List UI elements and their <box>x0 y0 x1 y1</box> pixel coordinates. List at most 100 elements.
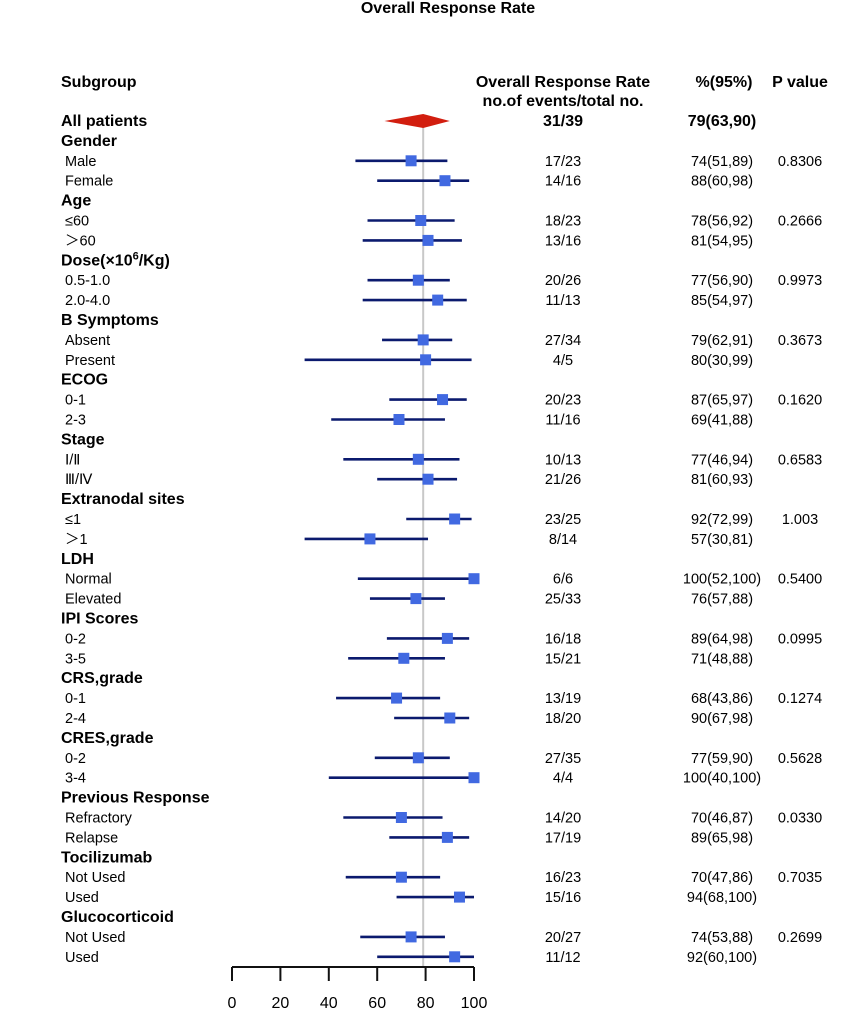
group-label-text: Gender <box>61 133 117 150</box>
group-label: CRS,grade <box>61 670 143 687</box>
rate-ci-value: 57(30,81) <box>691 532 753 548</box>
point-estimate <box>422 234 434 246</box>
rate-ci-value: 92(72,99) <box>691 512 753 528</box>
rate-ci-value: 71(48,88) <box>691 651 753 667</box>
p-value: 0.1274 <box>778 691 822 707</box>
point-estimate <box>405 155 417 167</box>
subgroup-label: Elevated <box>65 592 121 608</box>
events-value: 10/13 <box>545 452 581 468</box>
group-label-text: Age <box>61 193 91 210</box>
events-value: 17/19 <box>545 830 581 846</box>
subgroup-label: Used <box>65 950 99 966</box>
group-label: B Symptoms <box>61 312 159 329</box>
rate-ci-value: 70(47,86) <box>691 870 753 886</box>
group-label-text: IPI Scores <box>61 611 138 628</box>
p-value: 1.003 <box>782 512 818 528</box>
rate-ci-value: 79(62,91) <box>691 333 753 349</box>
events-value: 8/14 <box>549 532 577 548</box>
p-value: 0.0995 <box>778 631 822 647</box>
group-label-text: CRES,grade <box>61 730 154 747</box>
events-value: 27/35 <box>545 751 581 767</box>
chart-title: Overall Response Rate <box>361 0 535 17</box>
group-label: Tocilizumab <box>61 849 152 866</box>
p-value: 0.7035 <box>778 870 822 886</box>
point-estimate <box>395 812 407 823</box>
point-estimate <box>410 593 422 605</box>
events-value: 20/23 <box>545 393 581 409</box>
events-value: 20/26 <box>545 273 581 289</box>
group-label-text: ECOG <box>61 372 108 389</box>
rate-ci-value: 79(63,90) <box>688 113 757 130</box>
rate-ci-value: 81(54,95) <box>691 233 753 249</box>
p-value: 0.0330 <box>778 811 822 827</box>
rate-ci-value: 74(53,88) <box>691 930 753 946</box>
point-estimate <box>412 752 424 764</box>
group-label: Previous Response <box>61 790 210 807</box>
events-value: 14/20 <box>545 811 581 827</box>
group-label-text: Tocilizumab <box>61 849 152 866</box>
subgroup-label: 3-4 <box>65 771 86 787</box>
rate-ci-value: 68(43,86) <box>691 691 753 707</box>
subgroup-label: Used <box>65 890 99 906</box>
events-value: 15/21 <box>545 651 581 667</box>
point-estimate <box>364 533 376 545</box>
subgroup-label: 0-1 <box>65 691 86 707</box>
rate-ci-value: 77(59,90) <box>691 751 753 767</box>
header-p-value: P value <box>772 74 828 91</box>
rate-ci-value: 74(51,89) <box>691 154 753 170</box>
axis-tick-label: 20 <box>272 995 290 1012</box>
p-value: 0.1620 <box>778 393 822 409</box>
point-estimate <box>432 294 444 306</box>
events-value: 31/39 <box>543 113 583 130</box>
subgroup-label: ＞60 <box>65 233 96 249</box>
p-value: 0.5400 <box>778 572 822 588</box>
events-value: 4/4 <box>553 771 573 787</box>
subgroup-label: Not Used <box>65 930 125 946</box>
rate-ci-value: 77(56,90) <box>691 273 753 289</box>
point-estimate <box>415 215 427 226</box>
p-value: 0.2699 <box>778 930 822 946</box>
group-label-text: Stage <box>61 431 105 448</box>
point-estimate <box>393 414 405 425</box>
axis-tick-label: 80 <box>417 995 435 1012</box>
group-label-text: CRS,grade <box>61 670 143 687</box>
group-label-text: Extranodal sites <box>61 491 185 508</box>
subgroup-label: Absent <box>65 333 110 349</box>
group-label: Age <box>61 193 91 210</box>
rate-ci-value: 100(52,100) <box>683 572 761 588</box>
events-value: 21/26 <box>545 472 581 488</box>
point-estimate <box>391 692 403 704</box>
subgroup-label: Female <box>65 174 113 190</box>
axis-tick-label: 0 <box>228 995 237 1012</box>
group-label: CRES,grade <box>61 730 154 747</box>
point-estimate <box>417 334 429 346</box>
header-events-line2: no.of events/total no. <box>483 93 644 110</box>
rate-ci-value: 81(60,93) <box>691 472 753 488</box>
point-estimate <box>441 831 453 843</box>
subgroup-label: 0-2 <box>65 631 86 647</box>
rate-ci-value: 92(60,100) <box>687 950 757 966</box>
subgroup-label: Ⅲ/Ⅳ <box>65 472 93 488</box>
group-label: Extranodal sites <box>61 491 185 508</box>
point-estimate <box>412 453 424 465</box>
p-value: 0.9973 <box>778 273 822 289</box>
header-events-line1: Overall Response Rate <box>476 74 650 91</box>
point-estimate <box>468 772 480 784</box>
rate-ci-value: 88(60,98) <box>691 174 753 190</box>
axis-tick-label: 60 <box>368 995 386 1012</box>
events-value: 18/23 <box>545 214 581 230</box>
group-label: IPI Scores <box>61 611 138 628</box>
point-estimate <box>439 175 451 187</box>
events-value: 23/25 <box>545 512 581 528</box>
events-value: 27/34 <box>545 333 581 349</box>
rate-ci-value: 94(68,100) <box>687 890 757 906</box>
group-label: LDH <box>61 551 94 568</box>
point-estimate <box>453 891 465 903</box>
group-label-text: Previous Response <box>61 790 210 807</box>
rate-ci-value: 85(54,97) <box>691 293 753 309</box>
point-estimate <box>441 632 453 644</box>
events-value: 13/16 <box>545 233 581 249</box>
events-value: 16/23 <box>545 870 581 886</box>
group-label: Stage <box>61 431 105 448</box>
